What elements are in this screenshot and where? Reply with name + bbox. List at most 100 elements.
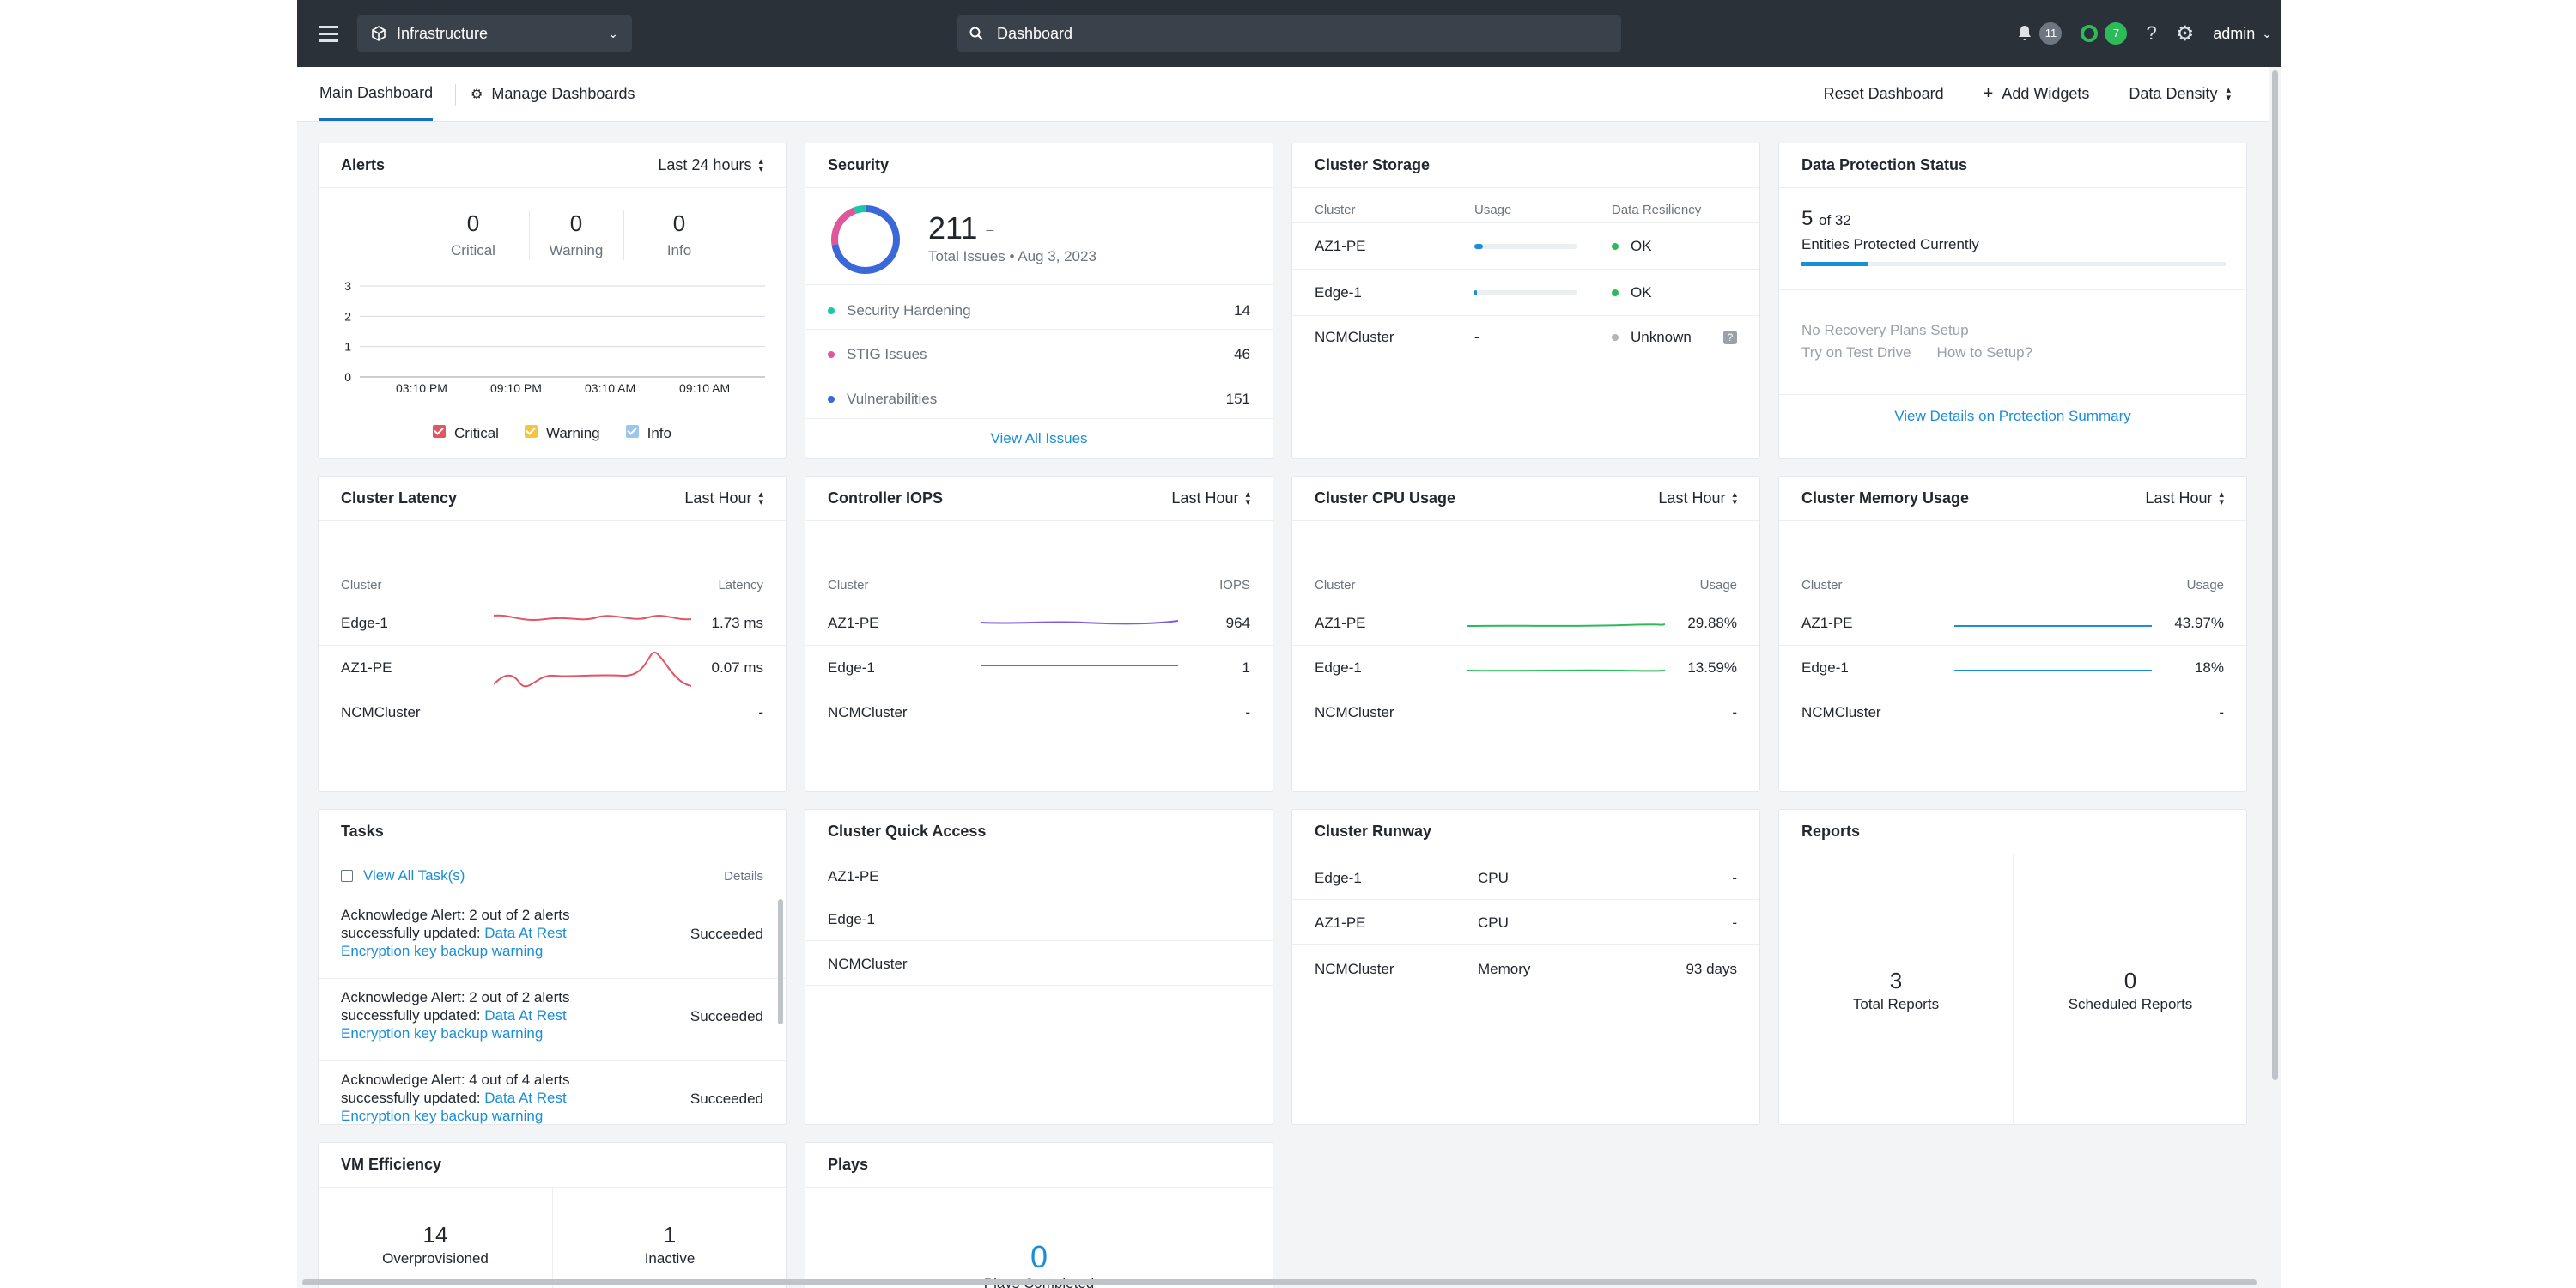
- usage-value: -: [1474, 329, 1479, 345]
- security-donut-chart[interactable]: [829, 204, 902, 276]
- time-range-select[interactable]: Last 24 hours ▴ ▾: [658, 156, 763, 174]
- user-menu[interactable]: admin ⌄: [2213, 25, 2272, 43]
- tasks-button[interactable]: 7: [2081, 22, 2128, 45]
- legend-warning[interactable]: Warning: [524, 425, 600, 442]
- table-row[interactable]: NCMCluster - Unknown?: [1315, 320, 1737, 355]
- security-item[interactable]: Vulnerabilities 151: [828, 385, 1250, 414]
- task-item[interactable]: Acknowledge Alert: 2 out of 2 alerts suc…: [341, 988, 763, 1057]
- cluster-name: NCMCluster: [1315, 329, 1394, 345]
- task-status-icon: [2081, 25, 2099, 42]
- table-row[interactable]: Edge-1 13.59%: [1315, 650, 1737, 686]
- time-range-select[interactable]: Last Hour ▴ ▾: [1171, 489, 1250, 507]
- time-range-select[interactable]: Last Hour ▴ ▾: [684, 489, 763, 507]
- view-protection-summary-link[interactable]: View Details on Protection Summary: [1894, 408, 2131, 424]
- try-test-drive-link[interactable]: Try on Test Drive: [1801, 344, 1911, 361]
- warning-count[interactable]: 0 Warning: [533, 210, 619, 259]
- search-bar[interactable]: Dashboard: [957, 15, 1621, 52]
- overprovisioned-count[interactable]: 14 Overprovisioned: [319, 1222, 552, 1267]
- widget-title: VM Efficiency: [341, 1156, 442, 1173]
- cluster-storage-widget: Cluster Storage Cluster Usage Data Resilie…: [1291, 143, 1760, 459]
- search-input[interactable]: Dashboard: [997, 24, 1073, 42]
- table-row[interactable]: AZ1-PE 0.07 ms: [341, 650, 763, 686]
- column-header: IOPS: [1219, 578, 1250, 592]
- table-row[interactable]: NCMCluster Memory 93 days: [1315, 951, 1737, 988]
- gear-icon[interactable]: ⚙: [2175, 21, 2195, 46]
- table-row[interactable]: Edge-1 CPU -: [1315, 860, 1737, 897]
- help-icon[interactable]: ?: [2146, 22, 2157, 44]
- list-item[interactable]: NCMCluster: [828, 945, 1250, 983]
- task-item[interactable]: Acknowledge Alert: 2 out of 2 alerts suc…: [341, 906, 763, 975]
- table-row[interactable]: Edge-1 OK: [1315, 276, 1737, 310]
- legend-info[interactable]: Info: [625, 425, 671, 442]
- task-link[interactable]: Encryption key backup warning: [341, 1025, 544, 1042]
- table-row[interactable]: Edge-1 1.73 ms: [341, 605, 763, 641]
- widget-title: Tasks: [341, 823, 384, 840]
- data-density-select[interactable]: Data Density ▴ ▾: [2129, 85, 2231, 103]
- scrollbar[interactable]: [778, 899, 783, 1024]
- view-all-issues-link[interactable]: View All Issues: [990, 430, 1088, 447]
- table-row[interactable]: NCMCluster -: [1801, 695, 2224, 731]
- overprovisioned-label: Overprovisioned: [382, 1250, 489, 1267]
- security-item[interactable]: STIG Issues 46: [828, 340, 1250, 369]
- table-row[interactable]: NCMCluster -: [828, 695, 1250, 731]
- time-range-select[interactable]: Last Hour ▴ ▾: [2145, 489, 2224, 507]
- tab-main-dashboard[interactable]: Main Dashboard: [319, 67, 434, 121]
- add-widgets-button[interactable]: + Add Widgets: [1984, 84, 2090, 104]
- scheduled-reports[interactable]: 0 Scheduled Reports: [2014, 968, 2246, 1013]
- help-icon[interactable]: ?: [1723, 331, 1737, 344]
- vertical-scrollbar[interactable]: [2269, 67, 2281, 1288]
- view-all-tasks-link[interactable]: View All Task(s): [363, 867, 465, 884]
- app-selector[interactable]: Infrastructure ⌄: [357, 15, 632, 52]
- task-link[interactable]: Data At Rest: [484, 925, 567, 941]
- security-item[interactable]: Security Hardening 14: [828, 296, 1250, 325]
- divider: [1292, 899, 1759, 900]
- horizontal-scrollbar[interactable]: [297, 1276, 2269, 1288]
- chart-legend: Critical Warning Info: [319, 425, 786, 442]
- inactive-count[interactable]: 1 Inactive: [553, 1222, 786, 1267]
- topbar-actions: 11 7 ? ⚙ admin ⌄: [2017, 15, 2272, 52]
- widget-title: Cluster Latency: [341, 489, 458, 507]
- scrollbar-thumb[interactable]: [302, 1279, 2257, 1285]
- task-item[interactable]: Acknowledge Alert: 4 out of 4 alerts suc…: [341, 1071, 763, 1124]
- widget-title: Security: [828, 156, 890, 173]
- table-row[interactable]: AZ1-PE 29.88%: [1315, 605, 1737, 641]
- table-row[interactable]: NCMCluster -: [341, 695, 763, 731]
- protected-label: Entities Protected Currently: [1801, 236, 1979, 252]
- scrollbar-thumb[interactable]: [2272, 70, 2278, 1080]
- table-row[interactable]: Edge-1 18%: [1801, 650, 2224, 686]
- list-item[interactable]: Edge-1: [828, 901, 1250, 939]
- widget-title: Cluster Storage: [1315, 156, 1431, 173]
- critical-count[interactable]: 0 Critical: [430, 210, 516, 259]
- sort-icon: ▴ ▾: [2219, 489, 2224, 507]
- reset-dashboard-button[interactable]: Reset Dashboard: [1824, 85, 1944, 103]
- task-link[interactable]: Encryption key backup warning: [341, 1108, 544, 1124]
- task-link[interactable]: Encryption key backup warning: [341, 943, 544, 959]
- table-row[interactable]: AZ1-PE OK: [1315, 229, 1737, 264]
- legend-critical[interactable]: Critical: [433, 425, 499, 442]
- table-row[interactable]: Edge-1 1: [828, 650, 1250, 686]
- how-to-setup-link[interactable]: How to Setup?: [1936, 344, 2033, 361]
- total-issues-subtitle: Total Issues • Aug 3, 2023: [928, 248, 1097, 264]
- time-range-select[interactable]: Last Hour ▴ ▾: [1658, 489, 1737, 507]
- info-count[interactable]: 0 Info: [636, 210, 722, 259]
- table-row[interactable]: AZ1-PE 43.97%: [1801, 605, 2224, 641]
- table-row[interactable]: NCMCluster -: [1315, 695, 1737, 731]
- plus-icon: +: [1983, 84, 1994, 103]
- table-row[interactable]: AZ1-PE CPU -: [1315, 904, 1737, 942]
- menu-icon[interactable]: [314, 19, 343, 48]
- alerts-button[interactable]: 11: [2017, 22, 2063, 45]
- status-dot: [1612, 243, 1619, 250]
- divider: [805, 329, 1273, 330]
- widget-title: Cluster Quick Access: [828, 823, 987, 840]
- divider: [1292, 222, 1759, 223]
- list-item[interactable]: AZ1-PE: [828, 858, 1250, 896]
- total-reports[interactable]: 3 Total Reports: [1779, 968, 2013, 1013]
- legend-label: Warning: [545, 425, 600, 441]
- table-row[interactable]: AZ1-PE 964: [828, 605, 1250, 641]
- cube-icon: [372, 26, 386, 41]
- memory-value: 18%: [2194, 659, 2224, 676]
- task-link[interactable]: Data At Rest: [484, 1090, 567, 1106]
- usage-bar: [1474, 244, 1577, 249]
- task-link[interactable]: Data At Rest: [484, 1007, 567, 1024]
- tab-manage-dashboards[interactable]: ⚙ Manage Dashboards: [471, 67, 635, 121]
